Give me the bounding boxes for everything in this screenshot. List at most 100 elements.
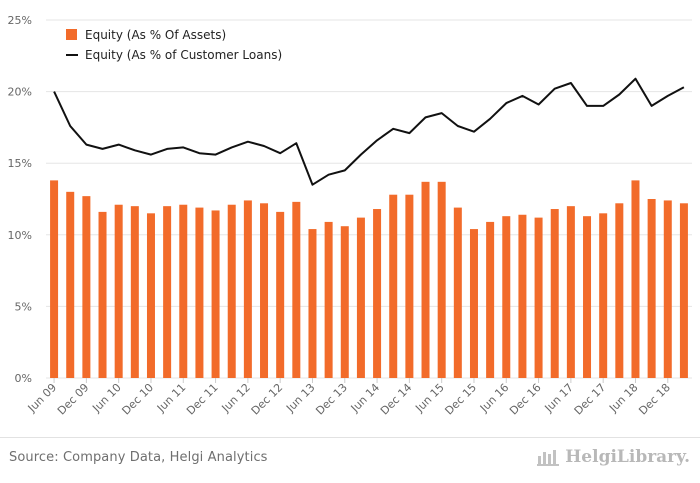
line-point[interactable] xyxy=(455,123,460,128)
x-tick-label: Jun 11 xyxy=(154,381,188,415)
x-tick-label: Dec 10 xyxy=(119,381,156,418)
line-point[interactable] xyxy=(585,103,590,108)
line-point[interactable] xyxy=(342,168,347,173)
line-point[interactable] xyxy=(633,76,638,81)
bar[interactable] xyxy=(308,229,317,378)
bar[interactable] xyxy=(615,203,624,378)
bar[interactable] xyxy=(276,211,285,378)
line-point[interactable] xyxy=(84,142,89,147)
x-tick-label: Jun 13 xyxy=(283,381,317,415)
bar[interactable] xyxy=(566,206,575,378)
bar[interactable] xyxy=(469,229,478,378)
bar[interactable] xyxy=(50,180,59,378)
bar[interactable] xyxy=(163,206,172,378)
line-point[interactable] xyxy=(100,146,105,151)
line-point[interactable] xyxy=(52,89,57,94)
legend-label-loans[interactable]: Equity (As % of Customer Loans) xyxy=(85,48,282,62)
line-point[interactable] xyxy=(197,151,202,156)
bar[interactable] xyxy=(260,203,269,378)
bar[interactable] xyxy=(599,213,608,378)
bar[interactable] xyxy=(583,216,592,378)
bar[interactable] xyxy=(550,209,559,378)
line-point[interactable] xyxy=(375,138,380,143)
bar[interactable] xyxy=(82,196,91,378)
line-point[interactable] xyxy=(681,85,686,90)
bar[interactable] xyxy=(405,194,414,378)
legend-label-assets[interactable]: Equity (As % Of Assets) xyxy=(85,28,226,42)
line-point[interactable] xyxy=(407,131,412,136)
bar[interactable] xyxy=(437,181,446,378)
x-tick-label: Dec 16 xyxy=(507,381,544,418)
bar[interactable] xyxy=(486,221,495,378)
bar[interactable] xyxy=(647,199,656,378)
helgi-library-logo-icon xyxy=(537,450,560,466)
line-point[interactable] xyxy=(423,115,428,120)
helgi-library-logo[interactable]: HelgiLibrary. xyxy=(537,447,690,467)
line-point[interactable] xyxy=(262,144,267,149)
line-point[interactable] xyxy=(488,116,493,121)
line-point[interactable] xyxy=(391,126,396,131)
x-tick-label: Dec 12 xyxy=(249,381,286,418)
bar[interactable] xyxy=(373,209,382,378)
line-point[interactable] xyxy=(278,151,283,156)
line-point[interactable] xyxy=(181,145,186,150)
x-tick-label: Dec 09 xyxy=(55,381,92,418)
line-point[interactable] xyxy=(520,93,525,98)
bar[interactable] xyxy=(340,226,349,378)
bar[interactable] xyxy=(66,191,75,378)
bar[interactable] xyxy=(146,213,155,378)
line-point[interactable] xyxy=(310,182,315,187)
line-point[interactable] xyxy=(358,152,363,157)
bar[interactable] xyxy=(211,210,220,378)
line-point[interactable] xyxy=(665,93,670,98)
line-point[interactable] xyxy=(568,81,573,86)
line-point[interactable] xyxy=(439,111,444,116)
bar[interactable] xyxy=(389,194,398,378)
line-point[interactable] xyxy=(601,103,606,108)
line-point[interactable] xyxy=(229,145,234,150)
line-point[interactable] xyxy=(165,146,170,151)
bar[interactable] xyxy=(227,204,236,378)
bar[interactable] xyxy=(663,200,672,378)
bar[interactable] xyxy=(421,181,430,378)
y-tick-label: 5% xyxy=(15,300,32,313)
x-tick-label: Jun 09 xyxy=(25,381,59,415)
bar[interactable] xyxy=(502,216,511,378)
line-point[interactable] xyxy=(245,139,250,144)
line-point[interactable] xyxy=(536,102,541,107)
x-tick-label: Dec 18 xyxy=(636,381,673,418)
bar[interactable] xyxy=(356,217,365,378)
logo-text: HelgiLibrary. xyxy=(565,447,690,467)
line-point[interactable] xyxy=(552,86,557,91)
line-point[interactable] xyxy=(132,148,137,153)
line-point[interactable] xyxy=(649,103,654,108)
x-tick-label: Dec 17 xyxy=(572,381,609,418)
line-point[interactable] xyxy=(617,92,622,97)
bar[interactable] xyxy=(114,204,123,378)
bar[interactable] xyxy=(195,207,204,378)
line-point[interactable] xyxy=(148,152,153,157)
bar[interactable] xyxy=(243,200,252,378)
bar[interactable] xyxy=(130,206,139,378)
line-point[interactable] xyxy=(68,123,73,128)
bar[interactable] xyxy=(98,211,107,378)
line-point[interactable] xyxy=(504,101,509,106)
line-point[interactable] xyxy=(471,129,476,134)
bar[interactable] xyxy=(518,214,527,378)
source-note: Source: Company Data, Helgi Analytics xyxy=(9,450,268,465)
line-point[interactable] xyxy=(294,141,299,146)
bar[interactable] xyxy=(324,221,333,378)
line-point[interactable] xyxy=(213,152,218,157)
bar[interactable] xyxy=(534,217,543,378)
line-point[interactable] xyxy=(116,142,121,147)
bar[interactable] xyxy=(179,204,188,378)
bar[interactable] xyxy=(292,201,301,378)
bar[interactable] xyxy=(453,207,462,378)
line-point[interactable] xyxy=(326,172,331,177)
bar[interactable] xyxy=(679,203,688,378)
series-line[interactable] xyxy=(53,77,685,186)
y-tick-label: 0% xyxy=(15,372,32,385)
bar[interactable] xyxy=(631,180,640,378)
